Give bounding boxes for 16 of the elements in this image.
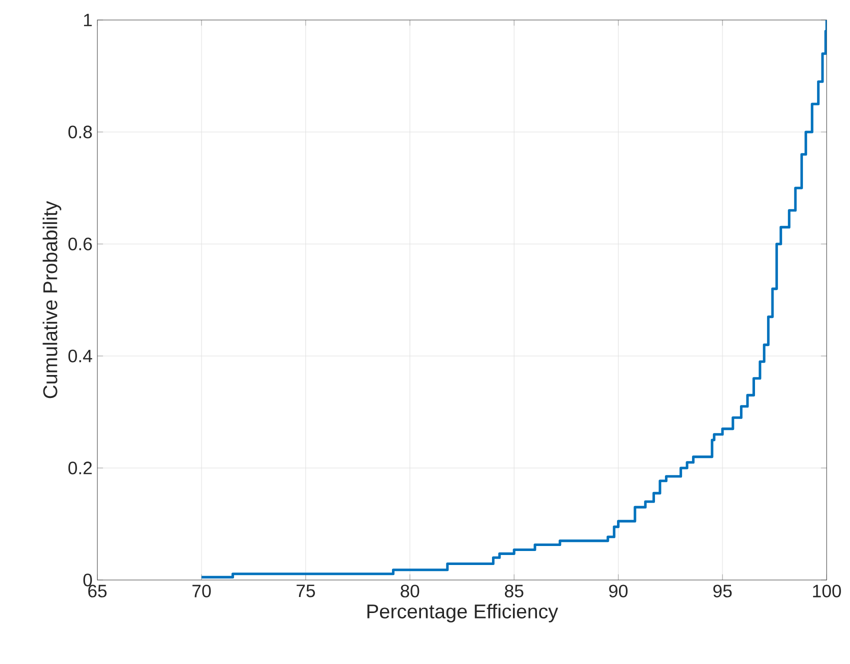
x-tick-label: 65 [88, 584, 107, 598]
x-tick-label: 85 [504, 584, 524, 598]
x-tick-label: 75 [296, 584, 315, 598]
x-tick-label: 100 [813, 584, 841, 598]
x-tick-label: 95 [713, 584, 732, 598]
y-axis-title: Cumulative Probability [42, 200, 62, 398]
y-tick-label: 0.8 [68, 126, 92, 138]
y-tick-label: 0.2 [68, 462, 92, 474]
y-tick-label: 0.4 [68, 350, 92, 362]
x-axis-title: Percentage Efficiency [367, 604, 558, 622]
y-tick-label: 0 [83, 574, 92, 586]
x-tick-label: 90 [609, 584, 628, 598]
x-tick-label: 80 [400, 584, 420, 598]
y-tick-label: 0.6 [68, 238, 92, 250]
y-tick-label: 1 [84, 14, 92, 26]
x-tick-label: 70 [192, 584, 211, 598]
